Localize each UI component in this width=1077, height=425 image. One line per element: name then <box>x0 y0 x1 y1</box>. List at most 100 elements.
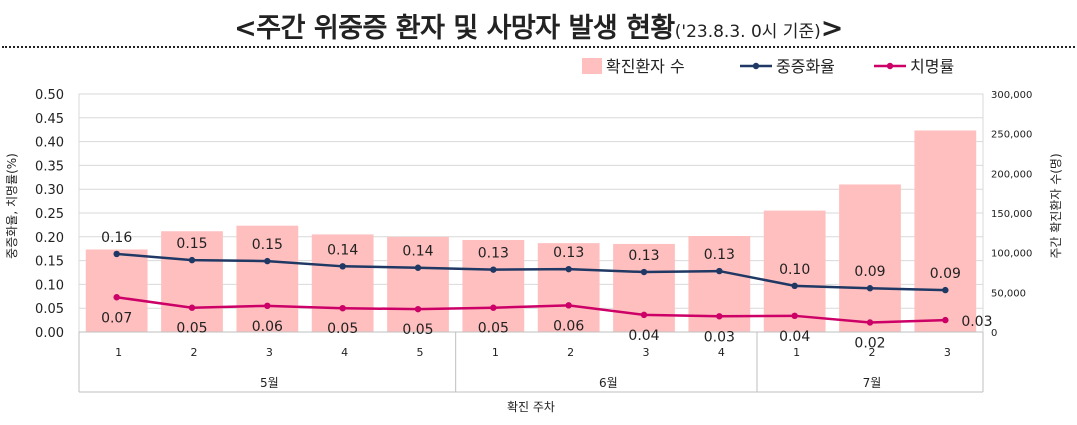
point-severe-rate <box>640 268 648 276</box>
data-label-severe-rate: 0.14 <box>327 242 358 258</box>
data-label-fatality-rate: 0.04 <box>628 328 659 344</box>
y-left-tick-label: 0.00 <box>35 326 64 341</box>
data-label-severe-rate: 0.09 <box>930 266 961 282</box>
data-label-fatality-rate: 0.04 <box>779 329 810 345</box>
point-severe-rate <box>113 250 120 258</box>
line-severe-rate <box>116 252 946 292</box>
x-tick-label: 1 <box>115 346 122 359</box>
y-left-axis-title: 중증화율, 치명률(%) <box>5 153 19 259</box>
bar-confirmed-cases <box>763 210 826 332</box>
y-right-axis-title: 주간 확진환자 수(명) <box>1049 153 1063 258</box>
data-label-severe-rate: 0.15 <box>176 236 207 252</box>
data-label-severe-rate: 0.09 <box>854 264 885 280</box>
y-right-tick-label: 0 <box>991 328 997 339</box>
point-fatality-rate <box>716 313 723 320</box>
bar-confirmed-cases <box>839 184 901 332</box>
y-right-tick-label: 50,000 <box>991 288 1026 299</box>
x-axis-title: 확진 주차 <box>507 400 555 414</box>
y-left-tick-label: 0.15 <box>35 255 64 270</box>
point-severe-rate <box>414 264 422 271</box>
x-tick-label: 3 <box>944 346 951 359</box>
data-label-fatality-rate: 0.05 <box>478 321 509 337</box>
bar-confirmed-cases <box>387 236 449 332</box>
y-left-tick-label: 0.25 <box>35 207 64 222</box>
point-fatality-rate <box>188 304 196 311</box>
chart-title-main: <주간 위중증 환자 및 사망자 발생 현황 <box>234 13 675 44</box>
y-left-tick-label: 0.20 <box>35 231 64 246</box>
y-right-tick-label: 100,000 <box>991 249 1032 260</box>
legend-swatch-confirmed <box>582 58 602 74</box>
point-severe-rate <box>565 265 572 273</box>
data-label-severe-rate: 0.15 <box>252 237 283 253</box>
data-label-fatality-rate: 0.06 <box>553 318 584 334</box>
x-tick-label: 2 <box>869 346 876 359</box>
bar-confirmed-cases <box>462 239 525 332</box>
point-fatality-rate <box>640 311 648 319</box>
y-left-tick-label: 0.05 <box>35 302 64 317</box>
x-tick-label: 1 <box>492 346 499 359</box>
point-fatality-rate <box>339 305 346 312</box>
x-tick-label: 3 <box>266 346 273 359</box>
y-left-tick-label: 0.40 <box>35 136 64 151</box>
x-tick-label: 1 <box>793 346 800 359</box>
y-left-tick-label: 0.10 <box>35 278 64 293</box>
line-fatality-rate <box>116 296 946 324</box>
data-label-severe-rate: 0.14 <box>402 244 433 260</box>
y-left-tick-label: 0.30 <box>35 183 64 198</box>
bar-confirmed-cases <box>85 249 148 332</box>
point-severe-rate <box>264 257 271 265</box>
data-label-fatality-rate: 0.02 <box>854 335 885 351</box>
y-right-tick-label: 200,000 <box>991 169 1032 180</box>
data-label-severe-rate: 0.13 <box>704 247 735 263</box>
point-fatality-rate <box>565 302 572 309</box>
x-tick-label: 3 <box>643 346 650 359</box>
data-label-fatality-rate: 0.07 <box>101 310 132 326</box>
point-fatality-rate <box>113 294 120 301</box>
x-group-label: 6월 <box>599 376 618 390</box>
point-fatality-rate <box>942 316 949 324</box>
data-label-fatality-rate: 0.06 <box>252 319 283 335</box>
point-fatality-rate <box>866 319 874 326</box>
chart-title: <주간 위중증 환자 및 사망자 발생 현황('23.8.3. 0시 기준)> <box>0 6 1077 45</box>
point-severe-rate <box>716 267 723 275</box>
point-severe-rate <box>490 266 497 273</box>
x-tick-label: 4 <box>718 346 725 359</box>
chart-title-end: > <box>820 13 844 44</box>
data-label-fatality-rate: 0.05 <box>327 321 358 337</box>
legend-marker-fatality <box>886 62 894 70</box>
point-severe-rate <box>791 282 798 290</box>
x-tick-label: 2 <box>191 346 198 359</box>
data-label-severe-rate: 0.13 <box>553 245 584 261</box>
bar-confirmed-cases <box>236 225 299 332</box>
y-left-tick-label: 0.35 <box>35 159 64 174</box>
x-group-label: 7월 <box>863 376 882 390</box>
y-right-tick-label: 150,000 <box>991 209 1032 220</box>
x-tick-label: 2 <box>567 346 574 359</box>
data-label-fatality-rate: 0.05 <box>176 321 207 337</box>
x-group-label: 5월 <box>260 376 279 390</box>
data-label-fatality-rate: 0.03 <box>704 329 735 345</box>
point-severe-rate <box>339 263 346 270</box>
y-right-tick-label: 250,000 <box>991 130 1032 141</box>
data-label-severe-rate: 0.10 <box>779 262 810 278</box>
bar-confirmed-cases <box>537 243 600 332</box>
legend-label-confirmed: 확진환자 수 <box>606 57 685 76</box>
x-tick-label: 5 <box>417 346 424 359</box>
chart-title-sub: ('23.8.3. 0시 기준) <box>674 22 821 42</box>
data-label-severe-rate: 0.13 <box>478 246 509 262</box>
title-divider <box>2 46 1075 48</box>
y-left-tick-label: 0.45 <box>35 112 64 127</box>
point-fatality-rate <box>791 312 798 320</box>
legend-label-fatality: 치명률 <box>910 57 954 76</box>
point-severe-rate <box>942 286 949 294</box>
point-fatality-rate <box>490 304 497 311</box>
legend-label-severe: 중증화율 <box>776 57 835 76</box>
point-severe-rate <box>866 285 874 292</box>
data-label-fatality-rate: 0.03 <box>961 314 992 330</box>
point-fatality-rate <box>414 305 422 313</box>
data-label-severe-rate: 0.13 <box>628 248 659 264</box>
data-label-fatality-rate: 0.05 <box>402 322 433 338</box>
data-label-severe-rate: 0.16 <box>101 230 132 246</box>
legend-marker-severe <box>752 62 760 70</box>
